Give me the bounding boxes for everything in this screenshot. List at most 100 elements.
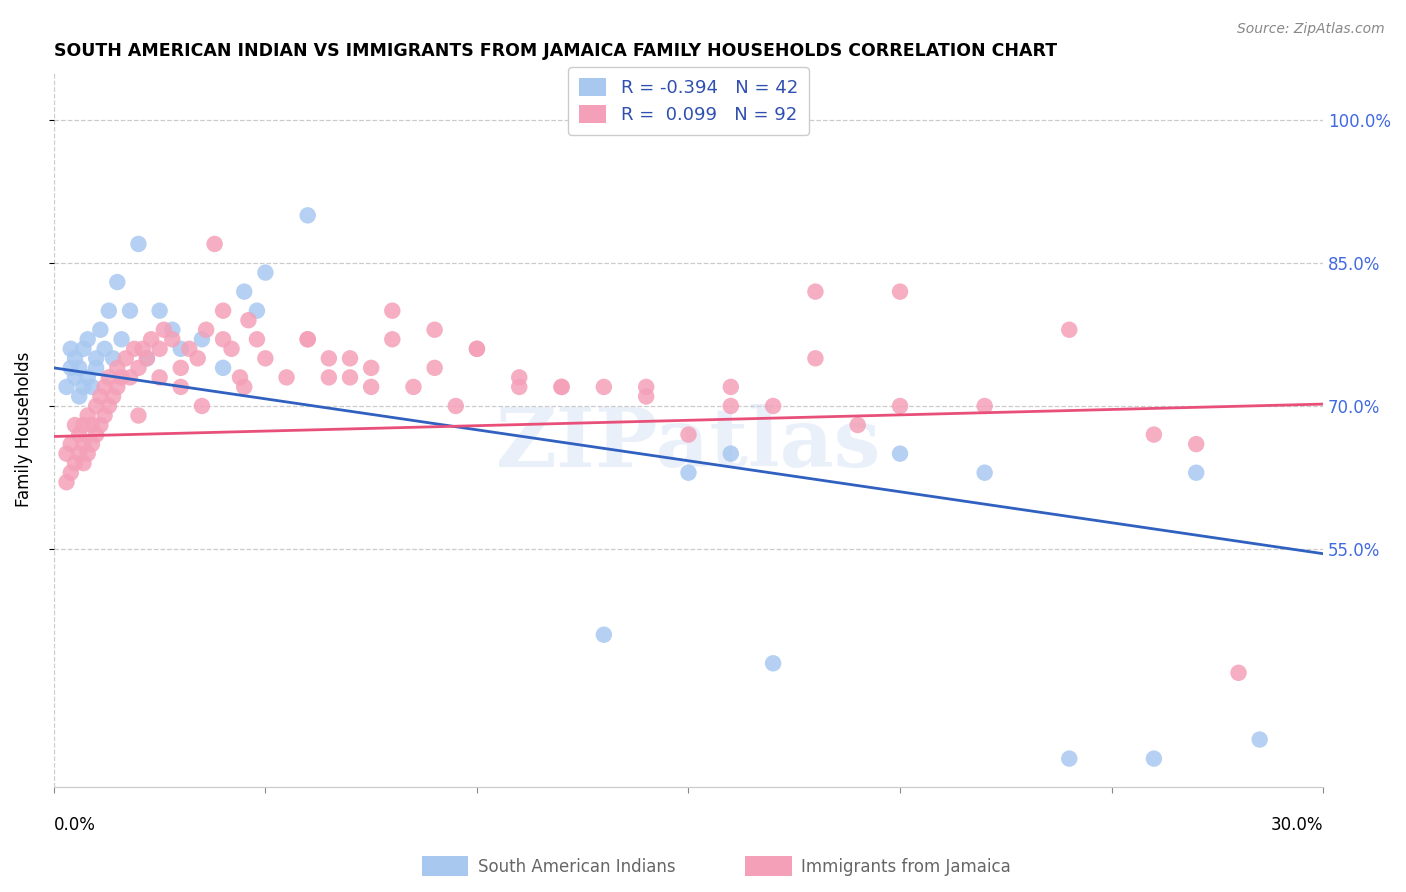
- Point: [76, 370, 98, 384]
- Point: [72, 437, 94, 451]
- Point: [804, 351, 827, 366]
- Point: [135, 351, 157, 366]
- Point: [381, 332, 404, 346]
- Point: [67, 447, 90, 461]
- Text: 30.0%: 30.0%: [1271, 816, 1323, 834]
- Point: [80, 380, 103, 394]
- Point: [84, 351, 107, 366]
- Point: [67, 389, 90, 403]
- Point: [72, 380, 94, 394]
- Point: [195, 323, 218, 337]
- Point: [127, 237, 149, 252]
- Point: [105, 380, 128, 394]
- Point: [636, 380, 658, 394]
- Point: [636, 389, 658, 403]
- Point: [508, 380, 530, 394]
- Text: Immigrants from Jamaica: Immigrants from Jamaica: [801, 858, 1011, 876]
- Point: [846, 418, 869, 433]
- Point: [63, 418, 86, 433]
- Point: [170, 380, 193, 394]
- Point: [97, 303, 120, 318]
- Point: [238, 313, 260, 327]
- Point: [162, 332, 184, 346]
- Point: [118, 370, 141, 384]
- Point: [114, 351, 136, 366]
- Point: [59, 342, 82, 356]
- Point: [720, 399, 742, 413]
- Point: [1059, 751, 1081, 765]
- Point: [110, 332, 132, 346]
- Point: [465, 342, 488, 356]
- Point: [678, 427, 700, 442]
- Point: [233, 285, 256, 299]
- Text: 0.0%: 0.0%: [53, 816, 96, 834]
- Point: [360, 360, 382, 375]
- Point: [93, 409, 115, 423]
- Point: [720, 447, 742, 461]
- Point: [1185, 437, 1208, 451]
- Point: [212, 332, 235, 346]
- Point: [67, 427, 90, 442]
- Point: [101, 389, 124, 403]
- Point: [204, 237, 226, 252]
- Point: [80, 437, 103, 451]
- Point: [550, 380, 572, 394]
- Point: [254, 266, 277, 280]
- Point: [1227, 665, 1250, 680]
- Y-axis label: Family Households: Family Households: [15, 352, 32, 508]
- Point: [76, 447, 98, 461]
- Point: [72, 456, 94, 470]
- Text: South American Indians: South American Indians: [478, 858, 676, 876]
- Point: [973, 399, 995, 413]
- Point: [889, 399, 911, 413]
- Point: [97, 370, 120, 384]
- Point: [720, 380, 742, 394]
- Point: [101, 351, 124, 366]
- Point: [762, 657, 785, 671]
- Point: [55, 380, 77, 394]
- Point: [212, 360, 235, 375]
- Point: [592, 380, 614, 394]
- Text: Source: ZipAtlas.com: Source: ZipAtlas.com: [1237, 22, 1385, 37]
- Point: [973, 466, 995, 480]
- Point: [221, 342, 243, 356]
- Point: [170, 360, 193, 375]
- Point: [889, 447, 911, 461]
- Point: [89, 389, 111, 403]
- Point: [1059, 323, 1081, 337]
- Point: [889, 285, 911, 299]
- Point: [1185, 466, 1208, 480]
- Point: [97, 399, 120, 413]
- Point: [72, 342, 94, 356]
- Point: [465, 342, 488, 356]
- Point: [149, 342, 172, 356]
- Point: [297, 208, 319, 222]
- Point: [105, 275, 128, 289]
- Point: [162, 323, 184, 337]
- Point: [141, 332, 163, 346]
- Legend: R = -0.394   N = 42, R =  0.099   N = 92: R = -0.394 N = 42, R = 0.099 N = 92: [568, 67, 808, 135]
- Point: [84, 360, 107, 375]
- Point: [63, 370, 86, 384]
- Text: ZIPatlas: ZIPatlas: [496, 404, 882, 484]
- Point: [212, 303, 235, 318]
- Point: [762, 399, 785, 413]
- Point: [76, 409, 98, 423]
- Point: [1143, 427, 1166, 442]
- Text: SOUTH AMERICAN INDIAN VS IMMIGRANTS FROM JAMAICA FAMILY HOUSEHOLDS CORRELATION C: SOUTH AMERICAN INDIAN VS IMMIGRANTS FROM…: [53, 42, 1057, 60]
- Point: [339, 370, 361, 384]
- Point: [191, 399, 214, 413]
- Point: [89, 418, 111, 433]
- Point: [122, 342, 145, 356]
- Point: [170, 342, 193, 356]
- Point: [246, 332, 269, 346]
- Point: [297, 332, 319, 346]
- Point: [592, 628, 614, 642]
- Point: [246, 303, 269, 318]
- Point: [131, 342, 153, 356]
- Point: [187, 351, 209, 366]
- Point: [153, 323, 176, 337]
- Point: [118, 303, 141, 318]
- Point: [381, 303, 404, 318]
- Point: [84, 399, 107, 413]
